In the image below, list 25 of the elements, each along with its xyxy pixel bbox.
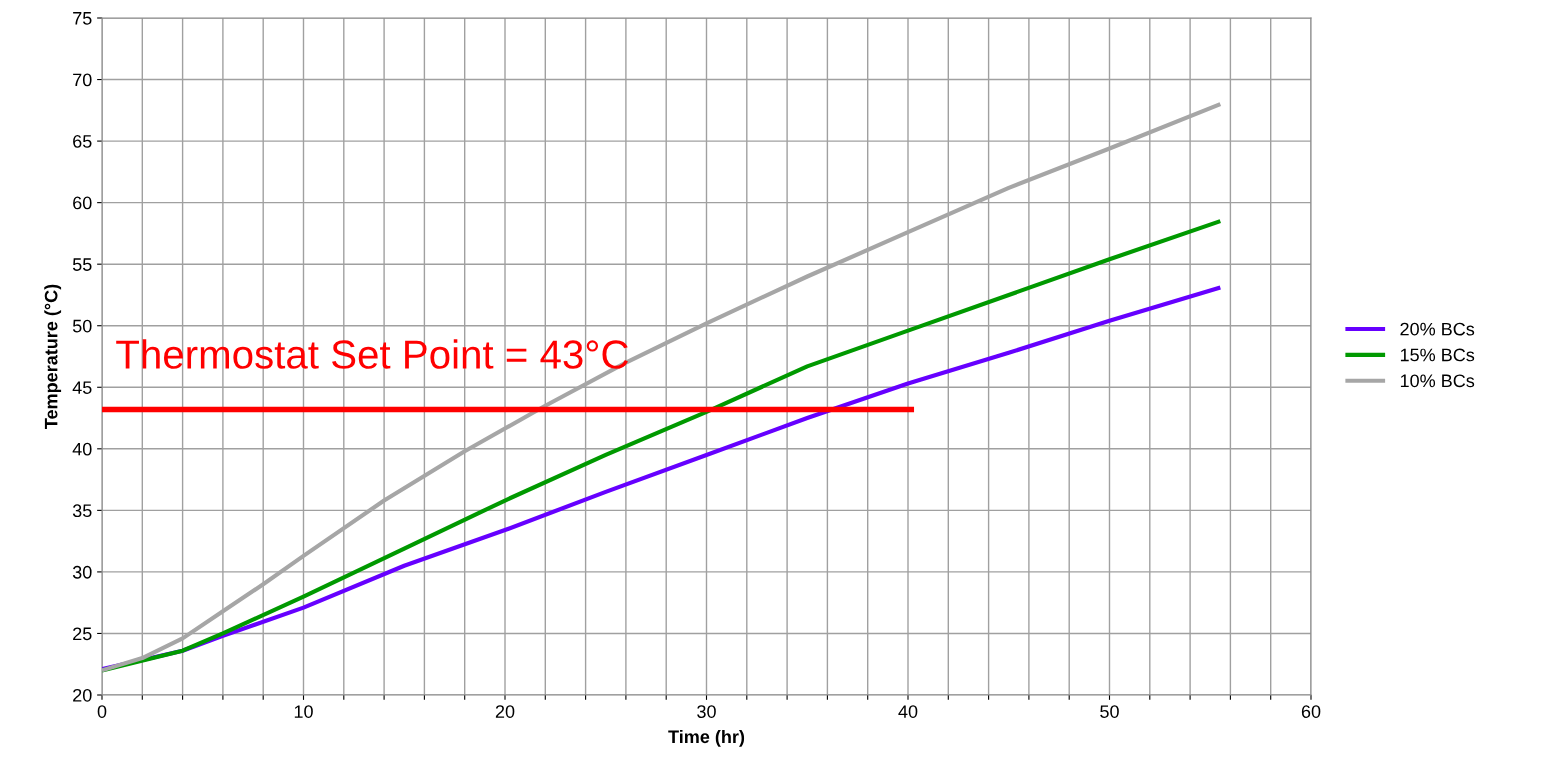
legend-label: 15% BCs: [1400, 348, 1475, 362]
x-tick-label: 10: [294, 705, 313, 718]
y-tick-label: 25: [73, 627, 92, 641]
legend-label: 10% BCs: [1400, 374, 1475, 388]
x-tick-label: 60: [1301, 705, 1321, 718]
x-axis-title: Time (hr): [668, 729, 745, 747]
y-tick-label: 75: [73, 12, 92, 25]
y-tick-label: 55: [72, 258, 92, 271]
x-tick-label: 20: [495, 705, 515, 718]
x-tick-label: 0: [97, 705, 107, 718]
x-tick-label: 50: [1100, 705, 1119, 718]
y-axis-title: Temperature (°C): [44, 284, 62, 429]
y-tick-label: 30: [72, 565, 92, 579]
x-tick-label: 30: [697, 705, 716, 718]
y-tick-label: 45: [72, 381, 92, 394]
y-tick-label: 65: [73, 135, 92, 148]
annotation: Thermostat Set Point = 43°C: [116, 339, 628, 369]
legend-label: 20% BCs: [1400, 322, 1475, 336]
y-tick-label: 50: [72, 319, 92, 333]
y-tick-label: 60: [73, 196, 92, 210]
y-tick-label: 20: [73, 688, 92, 702]
y-tick-label: 40: [72, 442, 92, 456]
y-tick-label: 70: [73, 73, 92, 87]
x-tick-label: 40: [898, 705, 918, 718]
y-tick-label: 35: [72, 504, 92, 518]
